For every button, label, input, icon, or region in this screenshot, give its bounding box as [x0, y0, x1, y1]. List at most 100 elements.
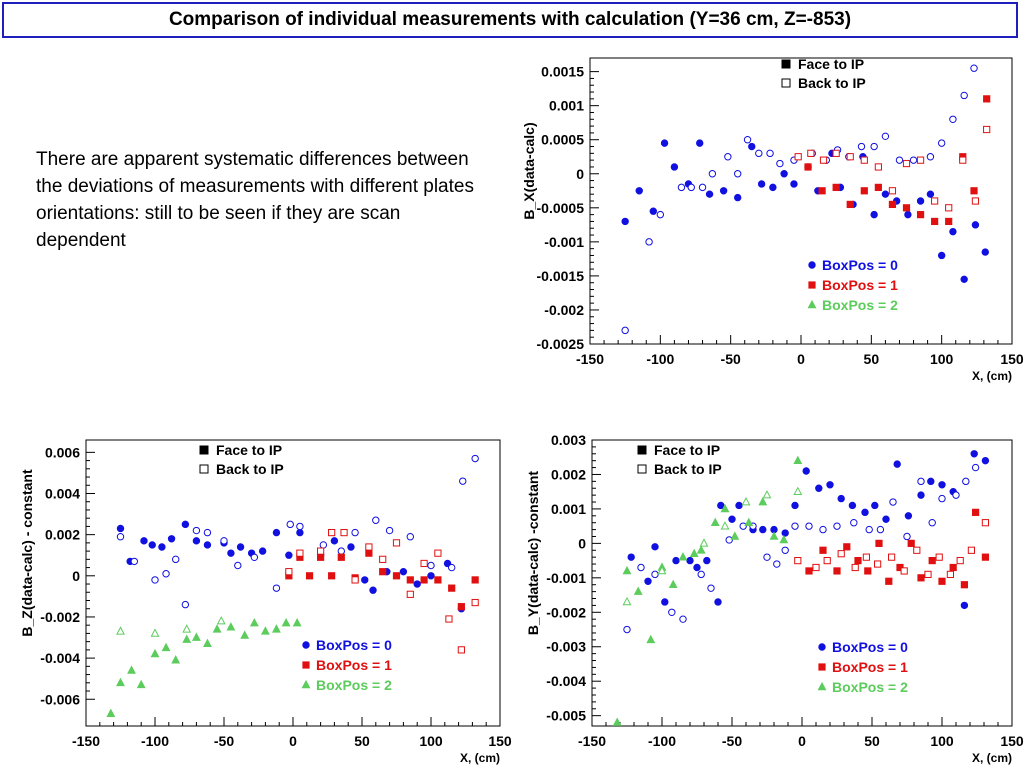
y-axis-label: B_Y(data-calc) -constant — [525, 471, 541, 635]
data-point — [427, 561, 435, 570]
data-point — [864, 567, 872, 575]
data-point — [758, 496, 768, 506]
data-point — [162, 570, 170, 578]
data-point — [167, 535, 176, 543]
data-point — [766, 149, 774, 158]
data-point — [457, 603, 465, 611]
data-point — [744, 517, 754, 526]
bz-chart: 0.006 0.004 0.002 0 -0.002 -0.004 -0.006 -150 -1… — [19, 439, 512, 765]
data-point — [790, 180, 798, 188]
y-tick-label: 0.002 — [551, 466, 586, 482]
x-tick-label: -100 — [648, 733, 676, 749]
data-point — [938, 494, 946, 503]
data-point — [870, 210, 878, 219]
data-point — [703, 556, 711, 565]
data-point — [719, 187, 728, 195]
x-tick-label: -150 — [576, 351, 604, 367]
legend-shape-marker — [637, 445, 647, 455]
data-point — [938, 577, 946, 585]
data-point — [236, 543, 245, 551]
data-point — [805, 522, 813, 530]
data-point — [780, 170, 788, 178]
data-point — [351, 528, 359, 537]
data-point — [646, 634, 656, 644]
data-point — [907, 539, 915, 547]
x-tick-label: 50 — [354, 733, 370, 749]
x-tick-label: 100 — [930, 351, 954, 367]
data-point — [220, 537, 228, 545]
data-point — [854, 557, 862, 565]
data-point — [769, 531, 779, 540]
data-point — [365, 543, 373, 551]
y-tick-label: 0 — [576, 166, 584, 182]
data-point — [882, 515, 890, 523]
data-point — [710, 517, 720, 526]
data-point — [960, 581, 968, 589]
y-tick-label: 0.006 — [45, 444, 80, 460]
data-point — [870, 142, 878, 151]
x-axis-label: X, (cm) — [972, 369, 1012, 383]
data-point — [612, 717, 622, 726]
data-point — [296, 549, 304, 557]
data-point — [833, 522, 841, 530]
data-point — [328, 528, 336, 537]
data-point — [757, 180, 766, 188]
legend-shape-label: Back to IP — [654, 461, 722, 477]
data-point — [935, 553, 943, 561]
data-point — [781, 546, 789, 554]
data-point — [720, 521, 730, 530]
data-point — [471, 598, 479, 607]
plot-frame — [591, 439, 1013, 727]
data-point — [928, 557, 936, 565]
y-tick-label: 0 — [578, 535, 586, 551]
data-point — [734, 193, 742, 202]
data-point — [305, 572, 314, 580]
data-point — [668, 579, 678, 589]
data-point — [888, 200, 897, 209]
data-point — [459, 477, 467, 485]
y-tick-label: -0.002 — [546, 604, 586, 620]
y-axis-label: B_Z(data-calc) - constant — [19, 469, 35, 637]
legend-color-label: BoxPos = 0 — [822, 257, 898, 273]
data-point — [365, 549, 373, 557]
legend-color-marker — [301, 679, 311, 689]
data-point — [889, 498, 897, 506]
x-tick-label: -150 — [72, 733, 100, 749]
data-point — [881, 132, 890, 141]
data-point — [696, 545, 706, 554]
data-point — [250, 553, 259, 561]
data-point — [928, 518, 936, 527]
data-point — [172, 555, 180, 564]
data-point — [876, 525, 885, 534]
data-point — [660, 139, 669, 147]
x-tick-label: 0 — [797, 351, 805, 367]
data-point — [645, 238, 653, 246]
data-point — [802, 467, 810, 475]
data-point — [846, 200, 854, 209]
data-point — [272, 584, 281, 592]
y-tick-label: -0.0005 — [537, 200, 585, 216]
data-point — [769, 183, 777, 192]
commentary-text: There are apparent systematic difference… — [36, 149, 474, 251]
data-point — [981, 553, 989, 561]
data-point — [794, 557, 802, 565]
data-point — [637, 563, 645, 572]
data-point — [699, 538, 709, 547]
data-point — [661, 598, 669, 606]
data-point — [755, 149, 763, 158]
data-point — [116, 677, 125, 687]
data-point — [981, 519, 989, 527]
data-point — [960, 275, 968, 284]
data-point — [698, 183, 707, 192]
legend-shape-marker — [781, 78, 791, 88]
legend-shape-marker — [637, 464, 647, 474]
data-point — [972, 508, 980, 516]
y-tick-label: 0.001 — [549, 98, 584, 114]
data-point — [762, 490, 772, 499]
y-tick-label: -0.0015 — [537, 268, 585, 284]
plot-frame — [589, 57, 1013, 345]
data-point — [735, 501, 743, 510]
data-point — [791, 501, 799, 510]
data-point — [689, 548, 699, 558]
x-tick-label: 50 — [864, 351, 880, 367]
